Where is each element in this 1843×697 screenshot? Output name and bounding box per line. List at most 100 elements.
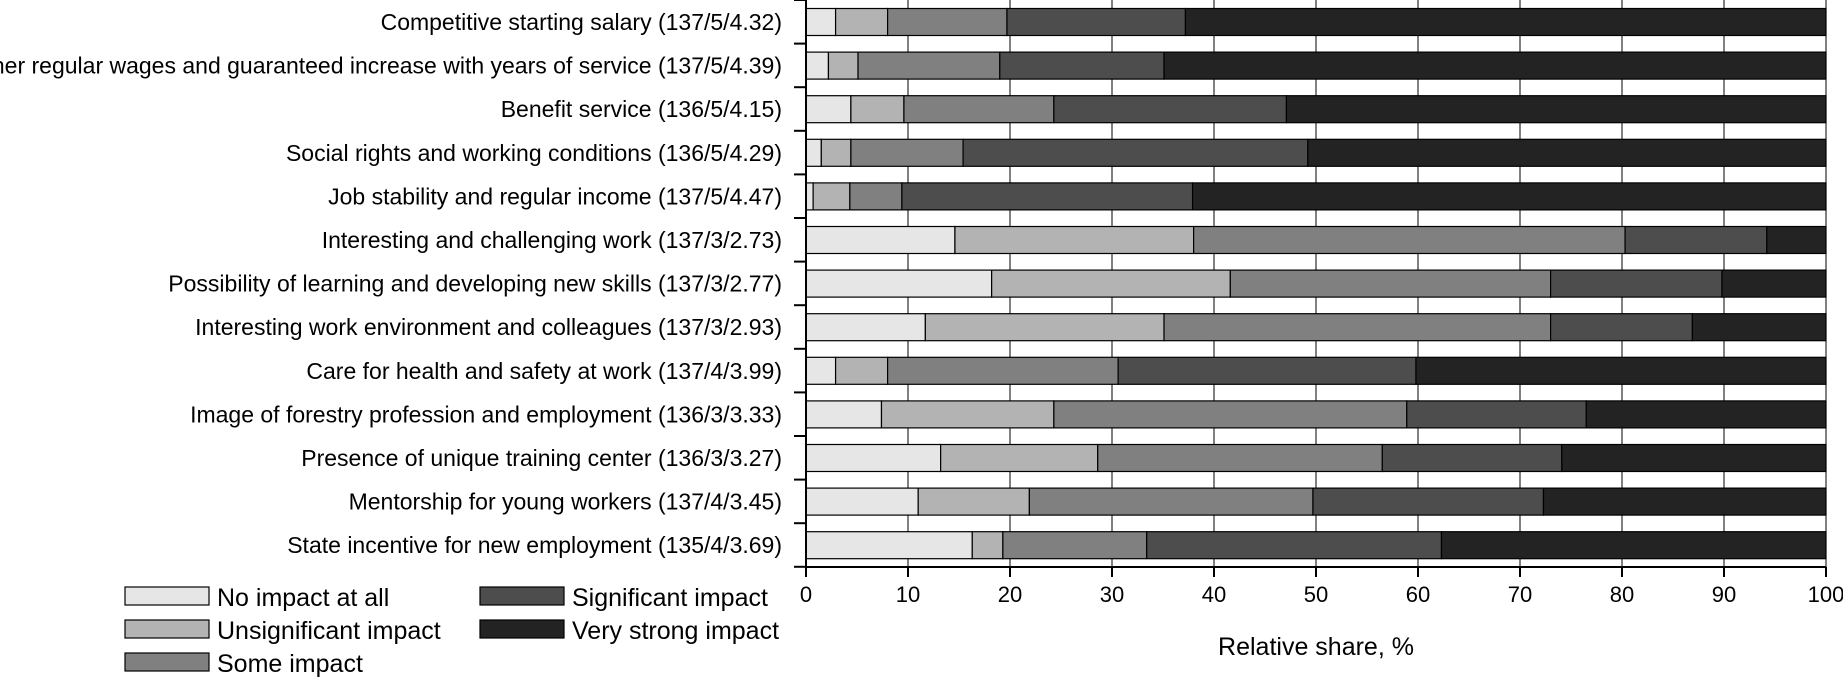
x-axis-title: Relative share, %: [1218, 633, 1414, 661]
bar-segment: [924, 313, 1165, 342]
bar-segment: [820, 138, 852, 167]
bar-segment: [805, 356, 837, 385]
legend: No impact at all Unsignificant impact Some…: [124, 584, 779, 678]
legend-item: Some impact: [124, 650, 363, 678]
bar-segment: [1312, 487, 1545, 516]
bar-segment: [917, 487, 1030, 516]
category-label: Care for health and safety at work (137/…: [306, 358, 782, 384]
bar-segment: [1561, 443, 1827, 473]
bar-segment: [834, 7, 889, 37]
bar-segment: [1381, 443, 1563, 473]
category-label: Social rights and working conditions (13…: [286, 140, 782, 166]
bar-segment: [999, 51, 1165, 80]
bar-segment: [1691, 313, 1827, 342]
bar-segment: [834, 356, 889, 385]
bar-segment: [903, 95, 1055, 124]
bar-segment: [901, 182, 1194, 211]
bar-segment: [1766, 225, 1827, 255]
bar-segment: [1192, 225, 1626, 255]
bar-segment: [962, 138, 1309, 167]
bar-segment: [805, 487, 919, 516]
bar-segment: [1721, 269, 1827, 298]
bar-segment: [880, 400, 1055, 429]
bar-segment: [805, 7, 837, 37]
x-tick-label: 60: [1406, 582, 1430, 607]
category-label: Image of forestry profession and employm…: [190, 401, 782, 427]
category-label: Job stability and regular income (137/5/…: [328, 183, 782, 209]
bar-segment: [805, 95, 852, 124]
legend-label: Significant impact: [572, 584, 768, 612]
bar-segment: [805, 400, 883, 429]
category-label: Interesting and challenging work (137/3/…: [322, 227, 782, 253]
bar-segment: [805, 269, 993, 298]
legend-item: Significant impact: [479, 584, 768, 612]
x-tick-label: 10: [896, 582, 920, 607]
bar-segment: [805, 313, 926, 342]
x-tick-label: 30: [1100, 582, 1124, 607]
bar-segment: [812, 182, 851, 211]
bar-segment: [886, 7, 1008, 37]
bar-segment: [857, 51, 1001, 80]
bar-segment: [1440, 531, 1827, 560]
bar-segment: [1117, 356, 1417, 385]
x-tick-label: 100: [1808, 582, 1843, 607]
legend-item: No impact at all: [124, 584, 389, 612]
bar-segment: [1307, 138, 1827, 167]
bar-segment: [849, 182, 903, 211]
x-tick-label: 50: [1304, 582, 1328, 607]
legend-label: Some impact: [217, 650, 363, 678]
legend-item: Very strong impact: [479, 617, 779, 645]
bar-segment: [1006, 7, 1187, 37]
bar-segment: [1184, 7, 1827, 37]
bar-segment: [1191, 182, 1827, 211]
bar-segment: [1053, 400, 1408, 429]
legend-swatch: [479, 619, 565, 639]
bar-segment: [991, 269, 1231, 298]
bar-segment: [971, 531, 1004, 560]
legend-swatch: [124, 652, 210, 672]
legend-label: Unsignificant impact: [217, 617, 441, 645]
bar-segment: [850, 138, 964, 167]
legend-swatch: [124, 586, 210, 606]
bar-segment: [954, 225, 1195, 255]
bar-segment: [805, 531, 973, 560]
bar-segment: [1163, 51, 1827, 80]
bar-segment: [1624, 225, 1768, 255]
bar-segment: [805, 225, 956, 255]
bar-segment: [1285, 95, 1827, 124]
category-label: Possibility of learning and developing n…: [168, 271, 782, 297]
category-label: Presence of unique training center (136/…: [301, 445, 782, 471]
legend-label: No impact at all: [217, 584, 389, 612]
bar-segment: [1163, 313, 1552, 342]
legend-swatch: [479, 586, 565, 606]
bar-segment: [1097, 443, 1383, 473]
bar-segment: [1549, 269, 1723, 298]
category-label: Competitive starting salary (137/5/4.32): [381, 9, 782, 35]
legend-item: Unsignificant impact: [124, 617, 441, 645]
legend-label: Very strong impact: [572, 617, 779, 645]
category-label: Benefit service (136/5/4.15): [501, 96, 782, 122]
x-tick-label: 20: [998, 582, 1022, 607]
bar-segment: [805, 182, 814, 211]
y-axis: [794, 0, 807, 568]
legend-swatch: [124, 619, 210, 639]
bar-segment: [805, 138, 822, 167]
x-tick-label: 0: [800, 582, 812, 607]
bar-segment: [1542, 487, 1827, 516]
bar-segment: [1415, 356, 1827, 385]
bar-segment: [886, 356, 1119, 385]
bar-segment: [1406, 400, 1587, 429]
bar-segment: [1585, 400, 1827, 429]
bar-segment: [1028, 487, 1314, 516]
x-tick-label: 70: [1508, 582, 1532, 607]
bar-segment: [805, 443, 942, 473]
bar-segment: [1229, 269, 1552, 298]
x-tick-label: 40: [1202, 582, 1226, 607]
x-axis: 0 10 20 30 40 50 60 70 80 90 100 Relative share, %: [800, 566, 1843, 661]
category-label: Interesting work environment and colleag…: [195, 314, 782, 340]
bar-segment: [940, 443, 1099, 473]
x-tick-label: 80: [1610, 582, 1634, 607]
bar-segment: [1549, 313, 1693, 342]
